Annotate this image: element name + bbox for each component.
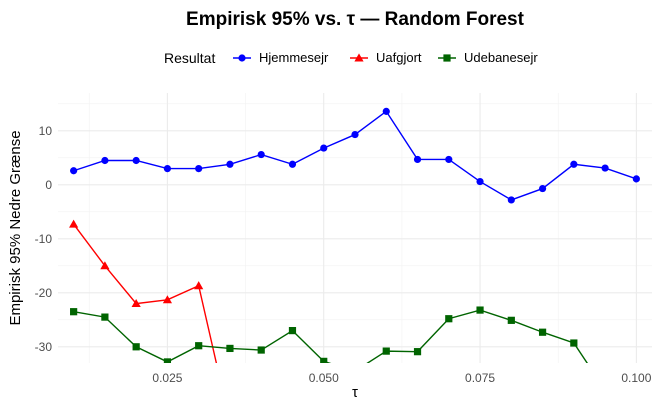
data-point — [226, 160, 234, 168]
y-tick-label: -10 — [35, 232, 53, 246]
data-point — [445, 155, 453, 164]
data-point — [570, 160, 578, 168]
data-point — [351, 130, 359, 139]
y-tick-label: -20 — [35, 286, 53, 300]
data-point — [538, 328, 547, 336]
data-point — [602, 386, 609, 393]
data-point — [163, 165, 172, 173]
data-point — [132, 156, 140, 165]
data-point — [507, 196, 515, 204]
legend-item-udebanesejr: Udebanesejr — [438, 50, 538, 65]
data-point — [195, 165, 203, 173]
legend-key-marker — [354, 53, 364, 62]
x-axis-title: τ — [352, 384, 358, 401]
data-point — [100, 261, 110, 270]
legend-key-marker — [238, 54, 246, 62]
y-tick-label: -30 — [35, 340, 53, 354]
data-point — [69, 219, 79, 228]
data-point — [601, 164, 609, 172]
data-point — [226, 344, 234, 353]
y-tick-label: 10 — [39, 124, 53, 138]
legend-label: Uafgjort — [376, 50, 422, 65]
data-point — [288, 160, 297, 168]
legend-label: Udebanesejr — [464, 50, 538, 65]
data-point — [194, 281, 204, 290]
grid-major — [58, 93, 652, 363]
series-line — [73, 110, 637, 201]
data-point — [413, 348, 422, 356]
data-point — [320, 357, 328, 363]
data-point — [538, 184, 547, 193]
data-point — [132, 343, 140, 351]
legend-item-hjemmesejr: Hjemmesejr — [233, 50, 329, 65]
legend-title: Resultat — [164, 50, 215, 66]
x-axis-ticks: 0.025 0.050 0.075 0.100 — [152, 371, 651, 385]
series-udebanesejr — [70, 306, 609, 393]
y-axis-title: Empirisk 95% Nedre Grænse — [7, 130, 24, 325]
data-point — [257, 150, 265, 159]
data-point — [476, 306, 484, 314]
data-point — [195, 342, 203, 350]
data-point — [507, 316, 515, 324]
data-point — [257, 346, 265, 354]
data-point — [163, 358, 172, 363]
data-point — [351, 368, 358, 375]
x-tick-label: 0.050 — [309, 371, 339, 385]
y-axis-ticks: -30 -20 -10 0 10 — [35, 124, 53, 354]
series-line — [73, 223, 218, 363]
data-point — [101, 156, 109, 165]
series-uafgjort — [69, 219, 218, 363]
series-hjemmesejr — [70, 107, 640, 204]
legend: Resultat Hjemmesejr Uafgjort Udebanesejr — [164, 50, 538, 66]
legend-label: Hjemmesejr — [259, 50, 329, 65]
data-point — [476, 177, 484, 186]
data-point — [70, 167, 78, 175]
data-point — [288, 327, 297, 335]
data-point — [445, 315, 453, 323]
data-point — [70, 308, 78, 316]
data-point — [131, 299, 141, 308]
grid-minor — [58, 93, 652, 363]
data-point — [162, 295, 173, 304]
data-point — [320, 144, 328, 152]
data-point — [413, 155, 422, 164]
series-line — [73, 309, 588, 363]
series-layer — [69, 107, 640, 393]
data-point — [101, 313, 109, 321]
x-tick-label: 0.075 — [465, 371, 495, 385]
data-point — [632, 175, 640, 183]
legend-key-marker — [443, 54, 451, 62]
chart-title: Empirisk 95% vs. τ — Random Forest — [186, 9, 525, 30]
data-point — [570, 339, 578, 347]
legend-item-uafgjort: Uafgjort — [350, 50, 422, 65]
x-tick-label: 0.025 — [152, 371, 182, 385]
y-tick-label: 0 — [45, 178, 52, 192]
data-point — [382, 107, 390, 115]
data-point — [382, 347, 390, 355]
x-tick-label: 0.100 — [621, 371, 651, 385]
